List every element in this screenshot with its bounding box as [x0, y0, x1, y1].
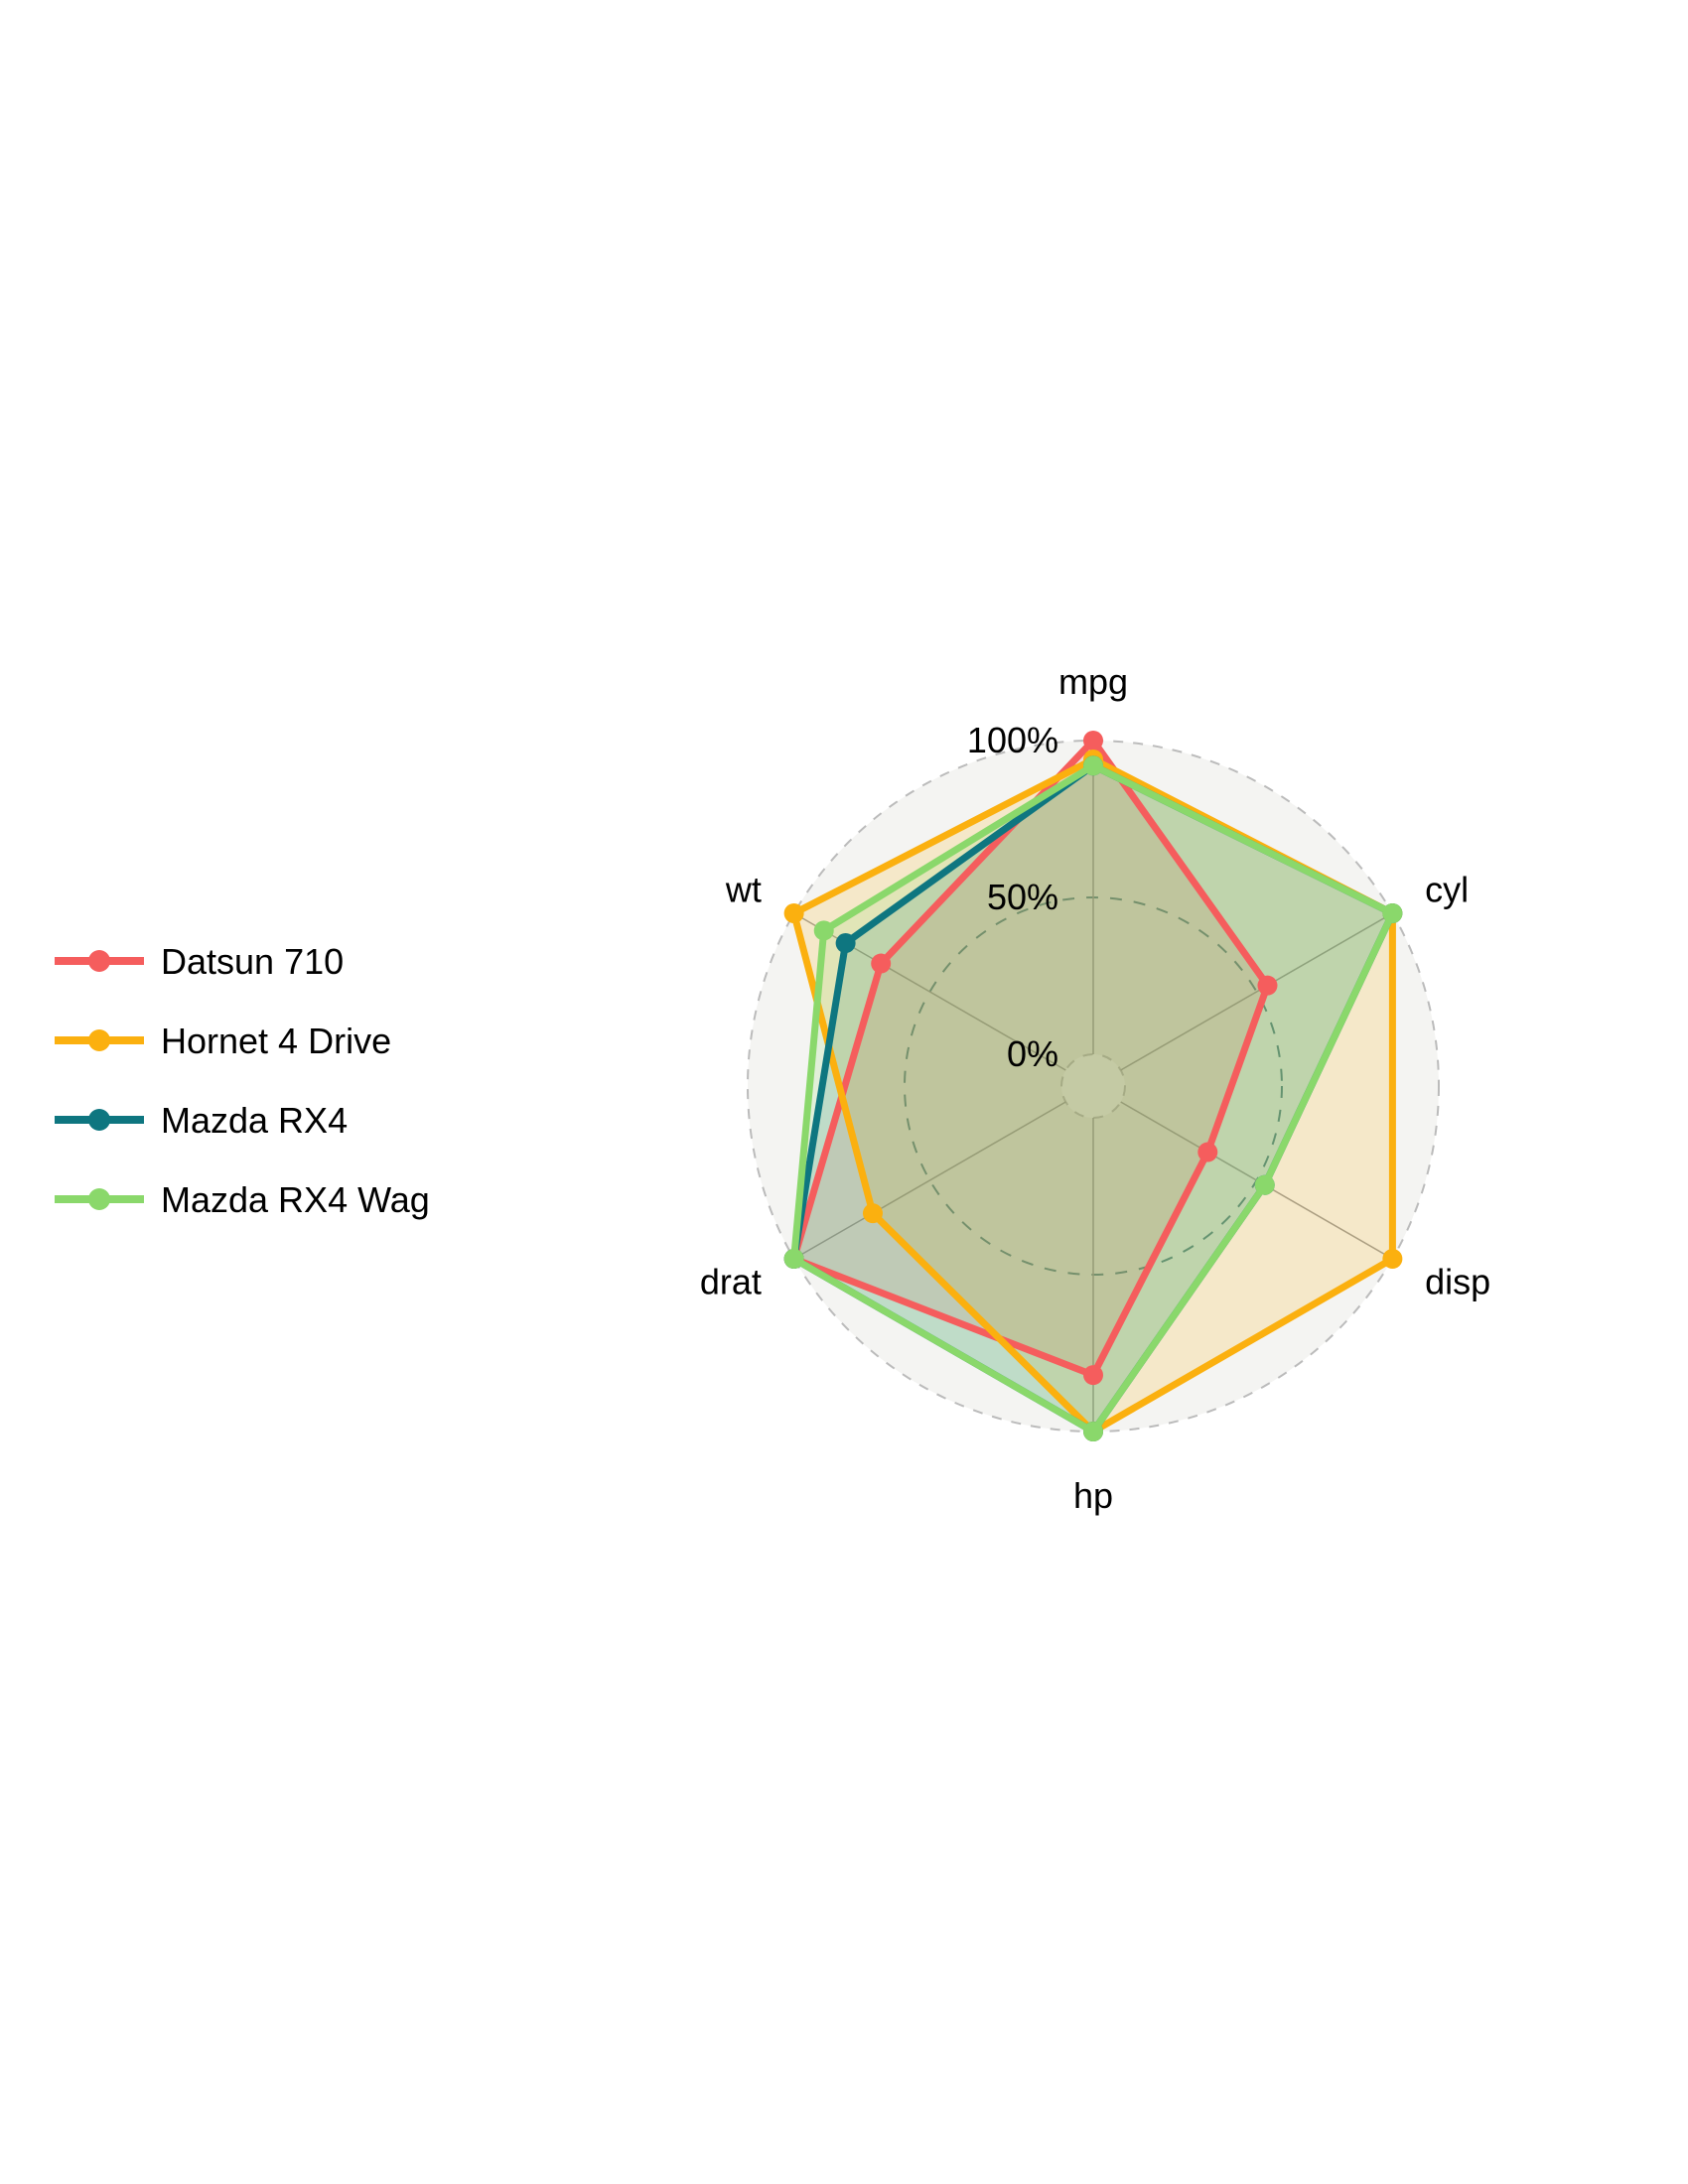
axis-label-cyl: cyl [1425, 870, 1469, 910]
series-fills [793, 741, 1393, 1432]
legend-swatch-marker [88, 1029, 110, 1051]
legend-item-datsun-710: Datsun 710 [55, 941, 344, 982]
legend: Datsun 710 Hornet 4 Drive Mazda RX4 Mazda R… [55, 941, 430, 1220]
point-datsun-710-cyl [1257, 975, 1278, 996]
point-hornet-4-drive-wt [783, 903, 804, 923]
point-mazda-rx4-wag-drat [783, 1249, 804, 1269]
series-fill-datsun-710 [793, 741, 1268, 1376]
axis-label-mpg: mpg [1058, 661, 1128, 702]
legend-swatch-marker [88, 950, 110, 972]
point-datsun-710-mpg [1083, 731, 1103, 751]
axis-label-wt: wt [725, 870, 762, 910]
series-fill-mazda-rx4 [793, 765, 1393, 1432]
spoke-drat [793, 1101, 1066, 1260]
grid-circle-0 [1060, 1053, 1126, 1119]
legend-label: Mazda RX4 [161, 1100, 348, 1141]
point-datsun-710-hp [1083, 1365, 1103, 1386]
legend-item-hornet-4-drive: Hornet 4 Drive [55, 1021, 391, 1061]
legend-label: Mazda RX4 Wag [161, 1179, 430, 1220]
spoke-cyl [1120, 912, 1393, 1071]
legend-swatch-marker [88, 1109, 110, 1131]
point-hornet-4-drive-disp [1382, 1249, 1403, 1269]
point-mazda-rx4-wag-wt [813, 920, 834, 941]
point-mazda-rx4-wag-disp [1254, 1174, 1275, 1195]
legend-label: Hornet 4 Drive [161, 1021, 391, 1061]
grid-labels: 0% 50% 100% [967, 720, 1058, 1074]
point-mazda-rx4-wt [835, 933, 856, 954]
series-fill-mazda-rx4-wag [793, 765, 1393, 1432]
point-datsun-710-disp [1197, 1142, 1218, 1162]
point-datsun-710-wt [871, 953, 892, 974]
point-mazda-rx4-wag-mpg [1083, 755, 1103, 776]
legend-label: Datsun 710 [161, 941, 344, 982]
grid-label-0: 0% [1007, 1033, 1058, 1074]
series-fill-hornet-4-drive [793, 759, 1393, 1432]
legend-item-mazda-rx4: Mazda RX4 [55, 1100, 348, 1141]
radar-center-hole [1061, 1054, 1125, 1118]
point-hornet-4-drive-drat [862, 1203, 883, 1224]
axis-label-hp: hp [1073, 1475, 1113, 1516]
grid-label-1: 50% [987, 877, 1058, 917]
axis-label-drat: drat [700, 1262, 762, 1302]
point-mazda-rx4-wag-hp [1083, 1422, 1103, 1441]
legend-item-mazda-rx4-wag: Mazda RX4 Wag [55, 1179, 430, 1220]
grid-label-2: 100% [967, 720, 1058, 760]
axis-label-disp: disp [1425, 1262, 1490, 1302]
axis-labels: mpg cyl disp hp drat wt [700, 661, 1490, 1516]
series-lines [783, 731, 1403, 1441]
legend-swatch-marker [88, 1188, 110, 1210]
point-mazda-rx4-wag-cyl [1382, 903, 1403, 923]
